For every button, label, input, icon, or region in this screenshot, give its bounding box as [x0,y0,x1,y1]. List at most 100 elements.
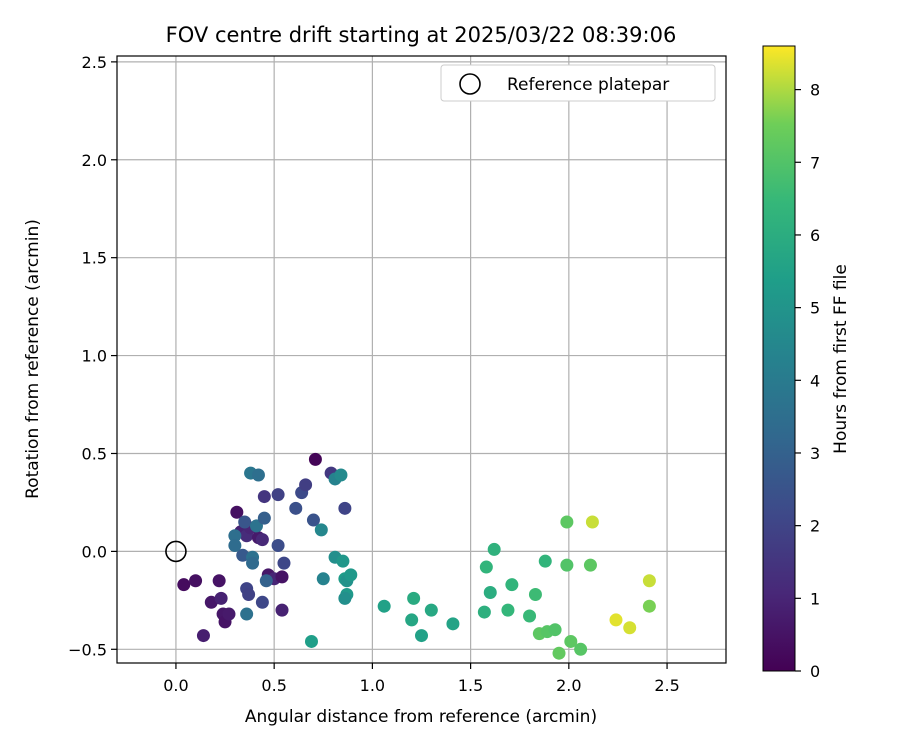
colorbar-ticks: 0 1 2 3 4 5 6 7 8 [795,81,820,681]
x-tick-label: 2.0 [556,676,581,695]
scatter-point [336,554,350,568]
legend-marker-icon [459,73,481,95]
scatter-point [538,554,552,568]
scatter-point [189,574,203,588]
colorbar-tick-label: 1 [810,589,820,608]
x-axis-ticks: 0.0 0.5 1.0 1.5 2.0 2.5 [163,663,680,695]
colorbar-tick-label: 5 [810,299,820,318]
colorbar-tick-label: 2 [810,517,820,536]
colorbar-tick-label: 4 [810,371,820,390]
scatter-point [304,634,318,648]
y-axis-label: Rotation from reference (arcmin) [23,219,43,499]
scatter-point [228,529,242,543]
scatter-point [334,468,348,482]
x-tick-label: 2.5 [654,676,679,695]
grid [117,56,726,663]
y-tick-label: 0.0 [82,542,107,561]
scatter-point [271,539,285,553]
scatter-point [642,574,656,588]
reference-platepar-marker [165,540,187,563]
legend-entry-reference: Reference platepar [507,75,669,95]
scatter-point [277,556,291,570]
legend-box [440,64,716,102]
legend: Reference platepar [440,64,716,102]
scatter-point [574,642,588,656]
y-tick-label: 1.5 [82,249,107,268]
colorbar-tick-label: 6 [810,226,820,245]
scatter-point [487,542,501,556]
scatter-point [242,587,256,601]
scatter-point [251,468,265,482]
scatter-point [214,591,228,605]
scatter-point [583,558,597,572]
scatter-point [623,621,637,635]
scatter-point [585,515,599,529]
scatter-point [609,613,623,627]
scatter-point [255,533,269,547]
x-tick-label: 1.5 [458,676,483,695]
x-axis-label: Angular distance from reference (arcmin) [245,707,597,727]
y-tick-label: 1.0 [82,347,107,366]
colorbar-label: Hours from first FF file [831,264,851,454]
scatter-point [446,617,460,631]
y-tick-label: 2.0 [82,151,107,170]
scatter-point [642,599,656,613]
scatter-point [424,603,438,617]
scatter-point [204,595,218,609]
scatter-point [289,501,303,515]
scatter-point [196,629,210,643]
colorbar: 0 1 2 3 4 5 6 7 8 Hours from first FF file [762,45,851,681]
y-tick-label: 0.5 [82,444,107,463]
plot-frame [116,55,727,664]
scatter-point [230,505,244,519]
scatter-point [564,634,578,648]
scatter-point [257,490,271,504]
scatter-point [316,572,330,586]
scatter-point [306,513,320,527]
scatter-point [177,578,191,592]
scatter-points [177,452,656,660]
y-axis-ticks: −0.5 0.0 0.5 1.0 1.5 2.0 2.5 [68,53,117,659]
scatter-point [338,501,352,515]
colorbar-tick-label: 3 [810,444,820,463]
x-tick-label: 0.5 [261,676,286,695]
scatter-point [344,568,358,582]
y-tick-label: 2.5 [82,53,107,72]
y-tick-label: −0.5 [68,640,107,659]
scatter-point [505,578,519,592]
scatter-point [548,623,562,637]
scatter-point [212,574,226,588]
scatter-point [236,548,250,562]
x-tick-label: 0.0 [163,676,188,695]
scatter-point [405,613,419,627]
scatter-point [308,452,322,466]
scatter-point [240,607,254,621]
scatter-point [246,556,260,570]
scatter-point [259,574,273,588]
colorbar-tick-label: 0 [810,662,820,681]
x-tick-label: 1.0 [360,676,385,695]
scatter-point [338,591,352,605]
scatter-point [238,515,252,529]
scatter-point [255,595,269,609]
scatter-point [552,646,566,660]
scatter-point [299,478,313,492]
scatter-point [528,587,542,601]
scatter-point [257,511,271,525]
scatter-point [560,558,574,572]
scatter-point [560,515,574,529]
scatter-point [275,603,289,617]
chart-title: FOV centre drift starting at 2025/03/22 … [166,23,677,47]
colorbar-gradient [762,45,796,672]
scatter-point [222,607,236,621]
scatter-point [271,488,285,502]
scatter-point [415,629,428,643]
scatter-point [228,539,242,553]
colorbar-tick-label: 8 [810,81,820,100]
scatter-point [314,523,328,537]
scatter-point [275,570,289,584]
scatter-point [479,560,493,574]
colorbar-tick-label: 7 [810,153,820,172]
scatter-point [377,599,391,613]
